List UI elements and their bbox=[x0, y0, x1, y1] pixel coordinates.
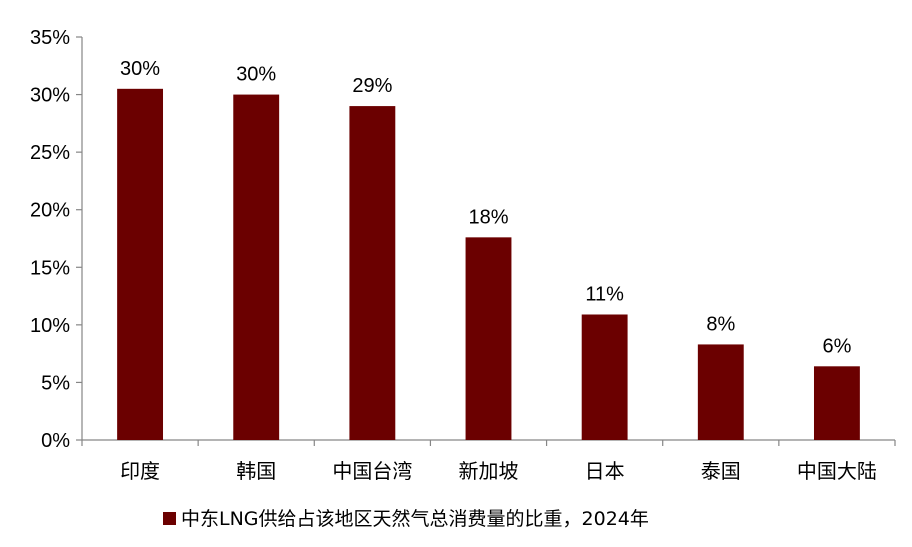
data-label: 6% bbox=[822, 335, 851, 357]
bar bbox=[117, 88, 164, 441]
y-tick-label: 15% bbox=[30, 257, 70, 279]
category-labels: 印度 韩国 中国台湾 新加坡 日本 泰国 中国大陆 bbox=[120, 459, 877, 483]
legend: 中东LNG供给占该地区天然气总消费量的比重，2024年 bbox=[163, 508, 649, 530]
y-axis: 0% 5% 10% 15% 20% 25% 30% 35% bbox=[30, 27, 83, 452]
data-labels: 30% 30% 29% 18% 11% 8% 6% bbox=[120, 58, 852, 357]
y-tick-label: 20% bbox=[30, 200, 70, 222]
category-label: 日本 bbox=[585, 459, 625, 483]
category-label: 韩国 bbox=[236, 459, 276, 483]
y-tick-label: 5% bbox=[41, 372, 70, 394]
category-label: 印度 bbox=[120, 459, 160, 483]
data-label: 11% bbox=[585, 283, 624, 305]
bar bbox=[581, 314, 628, 440]
data-label: 30% bbox=[236, 64, 276, 86]
data-label: 30% bbox=[120, 58, 160, 80]
y-tick-label: 30% bbox=[30, 85, 70, 107]
x-axis bbox=[81, 439, 896, 446]
bars bbox=[117, 88, 860, 441]
legend-swatch bbox=[163, 512, 176, 525]
bar bbox=[813, 366, 860, 440]
bar bbox=[465, 237, 512, 440]
bar bbox=[697, 344, 744, 440]
y-tick-label: 25% bbox=[30, 142, 70, 164]
bar bbox=[233, 94, 280, 441]
category-label: 中国大陆 bbox=[797, 459, 877, 483]
category-label: 泰国 bbox=[701, 459, 741, 483]
legend-label: 中东LNG供给占该地区天然气总消费量的比重，2024年 bbox=[181, 508, 649, 530]
bar bbox=[349, 106, 396, 440]
y-tick-label: 10% bbox=[30, 315, 70, 337]
category-label: 新加坡 bbox=[459, 459, 519, 483]
category-label: 中国台湾 bbox=[332, 459, 412, 483]
data-label: 18% bbox=[468, 206, 508, 228]
data-label: 29% bbox=[352, 75, 392, 97]
data-label: 8% bbox=[706, 313, 735, 335]
y-tick-label: 35% bbox=[30, 27, 70, 49]
y-tick-label: 0% bbox=[41, 430, 70, 452]
